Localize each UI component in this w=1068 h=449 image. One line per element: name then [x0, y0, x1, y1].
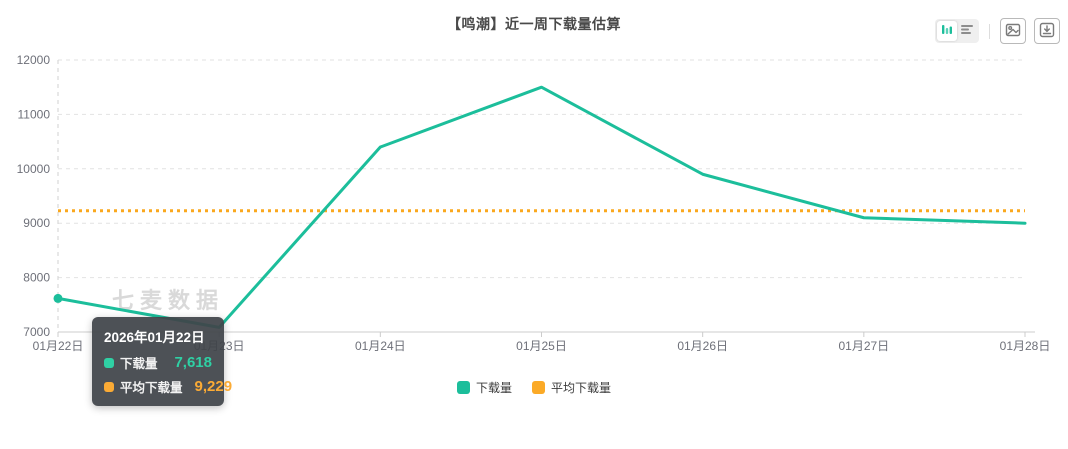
- chart-toolbar: [935, 18, 1060, 44]
- tooltip-row-value: 9,229: [194, 378, 233, 395]
- bar-chart-toggle-button[interactable]: [937, 21, 957, 41]
- downloads-series-line: [56, 85, 1027, 329]
- x-axis-label: 01月24日: [355, 339, 406, 353]
- downloads-legend-marker: [456, 381, 470, 394]
- tooltip-date: 2026年01月22日: [104, 330, 205, 345]
- x-axis-label: 01月26日: [677, 339, 728, 353]
- legend-item-average[interactable]: 平均下载量: [532, 379, 611, 396]
- save-image-icon: [1005, 22, 1021, 41]
- chart-legend: 下载量 平均下载量: [0, 379, 1068, 396]
- x-axis-label: 01月25日: [516, 339, 567, 353]
- y-axis-label: 12000: [17, 53, 51, 67]
- chart-title: 【鸣潮】近一周下载量估算: [447, 16, 621, 32]
- qimai-watermark: 七麦数据: [112, 288, 225, 313]
- tooltip-row-value: 7,618: [174, 354, 212, 371]
- x-axis-label: 01月22日: [33, 339, 84, 353]
- chart-type-toggle: [935, 19, 979, 43]
- downloads-series-marker: [104, 357, 114, 368]
- x-axis-label: 01月27日: [838, 339, 889, 353]
- average-legend-marker: [532, 381, 545, 394]
- y-axis-label: 7000: [23, 325, 50, 339]
- y-axis-label: 9000: [23, 216, 50, 230]
- hovered-data-point[interactable]: [53, 293, 63, 303]
- save-image-button[interactable]: [1000, 18, 1026, 44]
- legend-label: 下载量: [475, 381, 512, 395]
- tooltip-row-label: 下载量: [120, 357, 158, 371]
- y-axis-label: 8000: [23, 271, 50, 285]
- tooltip: 2026年01月22日 下载量 7,618 平均下载量 9,229: [92, 317, 232, 406]
- toolbar-divider: [989, 23, 990, 39]
- download-data-icon: [1039, 22, 1055, 41]
- download-data-button[interactable]: [1034, 18, 1060, 44]
- tooltip-row-label: 平均下载量: [120, 381, 183, 395]
- list-view-toggle-button[interactable]: [957, 21, 977, 41]
- tooltip-row-average: 平均下载量 9,229: [104, 377, 232, 396]
- average-series-marker: [104, 381, 114, 392]
- tooltip-row-downloads: 下载量 7,618: [104, 353, 212, 372]
- x-axis-label: 01月28日: [1000, 339, 1051, 353]
- list-view-toggle-icon: [960, 22, 974, 41]
- legend-item-downloads[interactable]: 下载量: [456, 379, 512, 396]
- y-axis-label: 10000: [17, 162, 51, 176]
- y-axis-label: 11000: [18, 107, 51, 121]
- legend-label: 平均下载量: [551, 381, 612, 395]
- bar-chart-toggle-icon: [940, 22, 954, 41]
